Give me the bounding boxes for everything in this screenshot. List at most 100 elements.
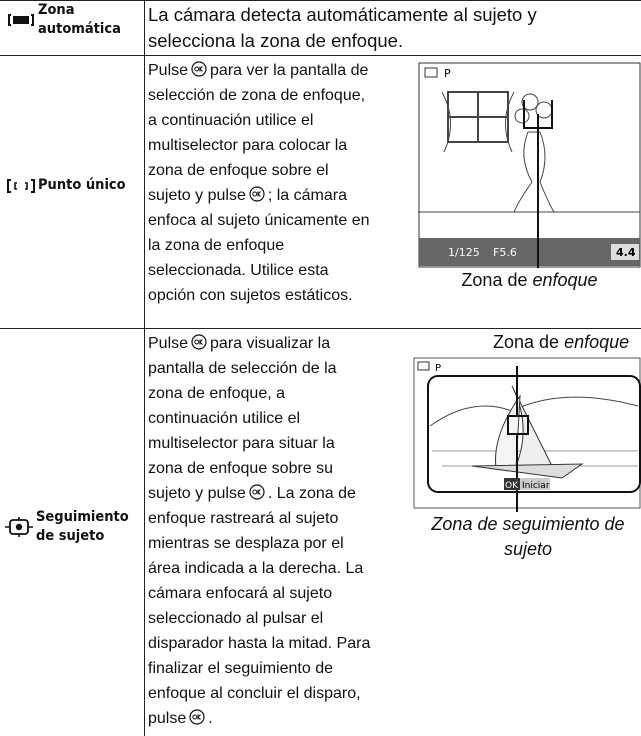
text-segment: . La zona de (267, 485, 356, 502)
text-segment: enfoca al sujeto únicamente en (148, 212, 370, 229)
text-line: Pulse para visualizar la (148, 331, 370, 356)
text-segment: opción con sujetos estáticos. (148, 287, 353, 304)
ok-button-icon (189, 709, 205, 725)
row-label: Zona automática (38, 1, 121, 39)
text-segment: continuación utilice el (148, 410, 301, 427)
text-line: sujeto y pulse . La zona de (148, 481, 370, 506)
figure-caption: Zona de enfoque (493, 332, 629, 353)
screen-illustration: P OK Iniciar (413, 357, 641, 512)
screen-text: P (444, 67, 451, 80)
ok-button-icon (191, 334, 207, 350)
text-line: enfoca al sujeto únicamente en (148, 208, 369, 233)
text-segment: área indicada a la derecha. La (148, 560, 364, 577)
text-line: multiselector para colocar la (148, 133, 369, 158)
text-line: selección de zona de enfoque, (148, 83, 369, 108)
text-segment: selección de zona de enfoque, (148, 87, 366, 104)
text-line: multiselector para situar la (148, 431, 370, 456)
text-segment: zona de enfoque sobre su (148, 460, 334, 477)
text-segment: multiselector para situar la (148, 435, 335, 452)
screen-text: OK (505, 481, 519, 491)
text-segment: seleccionado al pulsar el (148, 610, 324, 627)
text-line: cámara enfocará al sujeto (148, 581, 370, 606)
ok-button-icon (249, 186, 265, 202)
text-segment: enfoque rastreará al sujeto (148, 510, 339, 527)
row-label: Seguimiento de sujeto (36, 508, 129, 546)
screen-text: 4.4 (616, 246, 636, 259)
text-segment: Pulse (148, 62, 189, 79)
text-segment: sujeto y pulse (148, 187, 246, 204)
text-segment: cámara enfocará al sujeto (148, 585, 333, 602)
label-line: de sujeto (36, 528, 105, 544)
text-segment: . (208, 710, 213, 727)
label-line: Seguimiento (36, 509, 129, 525)
text-segment: sujeto y pulse (148, 485, 246, 502)
text-line: la zona de enfoque (148, 233, 369, 258)
text-segment: a continuación utilice el (148, 112, 314, 129)
text-segment: para ver la pantalla de (210, 62, 369, 79)
rule (0, 55, 641, 56)
caption-text: enfoque (564, 332, 630, 352)
text-segment: Pulse (148, 335, 189, 352)
label-line: Punto único (38, 177, 126, 193)
text-line: selecciona la zona de enfoque. (148, 28, 537, 54)
caption-text: enfoque (532, 270, 598, 290)
text-segment: la zona de enfoque (148, 237, 285, 254)
text-segment: mientras se desplaza por el (148, 535, 344, 552)
text-line: continuación utilice el (148, 406, 370, 431)
text-line: mientras se desplaza por el (148, 531, 370, 556)
text-segment: multiselector para colocar la (148, 137, 348, 154)
description: Pulse para visualizar la pantalla de selec… (148, 331, 370, 731)
screen-text: 1/125 (448, 246, 480, 259)
text-line: seleccionado al pulsar el (148, 606, 370, 631)
text-line: enfoque rastreará al sujeto (148, 506, 370, 531)
text-line: pantalla de selección de la (148, 356, 370, 381)
text-segment: zona de enfoque sobre el (148, 162, 329, 179)
ok-button-icon (249, 484, 265, 500)
screen-illustration: P 1/125 F5.6 4.4 (418, 62, 641, 268)
text-segment: pulse (148, 710, 187, 727)
icon-auto-area (8, 14, 34, 26)
text-line: zona de enfoque sobre el (148, 158, 369, 183)
text-segment: ; la cámara (267, 187, 347, 204)
icon-tracking (5, 517, 33, 537)
caption-text: sujeto (503, 539, 553, 559)
row-label: Punto único (38, 176, 126, 195)
text-segment: enfoque al concluir el disparo, (148, 685, 361, 702)
caption-text: Zona de (461, 270, 528, 290)
text-line: zona de enfoque sobre su (148, 456, 370, 481)
ok-button-icon (191, 61, 207, 77)
text-line: finalizar el seguimiento de (148, 656, 370, 681)
figure-caption: Zona de seguimiento de sujeto (415, 512, 641, 562)
text-line: seleccionada. Utilice esta (148, 258, 369, 283)
text-segment: disparador hasta la mitad. Para (148, 635, 371, 652)
text-line: pulse. (148, 706, 370, 731)
text-segment: para visualizar la (210, 335, 331, 352)
text-line: disparador hasta la mitad. Para (148, 631, 370, 656)
description: La cámara detecta automáticamente al suj… (148, 2, 537, 54)
screen-text: P (435, 363, 441, 374)
screen-text: F5.6 (493, 246, 517, 259)
text-line: área indicada a la derecha. La (148, 556, 370, 581)
label-line: Zona (38, 2, 75, 18)
figure-caption: Zona de enfoque (418, 270, 641, 291)
label-line: automática (38, 21, 121, 37)
text-line: La cámara detecta automáticamente al suj… (148, 2, 537, 28)
text-line: sujeto y pulse ; la cámara (148, 183, 369, 208)
text-segment: selecciona la zona de enfoque. (148, 30, 404, 51)
text-segment: finalizar el seguimiento de (148, 660, 333, 677)
icon-single-point (7, 179, 35, 193)
description: Pulse para ver la pantalla de selección de… (148, 58, 369, 308)
text-segment: La cámara detecta automáticamente al suj… (148, 4, 537, 25)
text-line: opción con sujetos estáticos. (148, 283, 369, 308)
text-line: Pulse para ver la pantalla de (148, 58, 369, 83)
text-line: a continuación utilice el (148, 108, 369, 133)
rule (0, 0, 641, 1)
rule (0, 328, 641, 329)
screen-text: Iniciar (522, 481, 550, 491)
caption-text: Zona de seguimiento de (431, 514, 625, 534)
text-line: zona de enfoque, a (148, 381, 370, 406)
text-segment: zona de enfoque, a (148, 385, 286, 402)
caption-text: Zona de (493, 332, 560, 352)
text-segment: seleccionada. Utilice esta (148, 262, 329, 279)
